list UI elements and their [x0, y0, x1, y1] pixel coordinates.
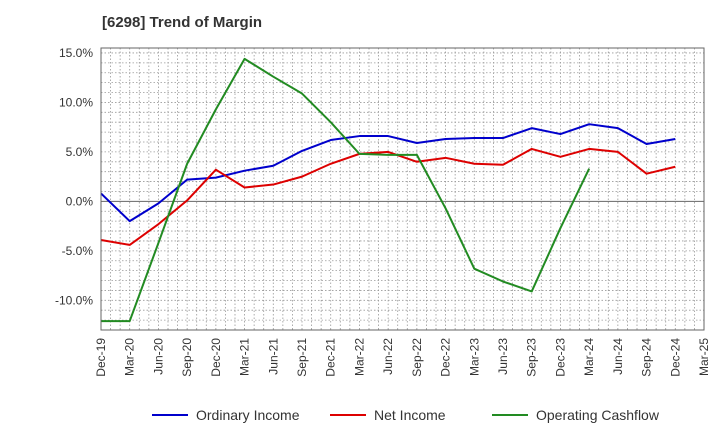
y-tick-label: 15.0%: [59, 46, 93, 60]
legend-label-0: Ordinary Income: [196, 407, 300, 423]
x-tick-label: Jun-24: [611, 338, 625, 375]
x-tick-label: Sep-20: [180, 338, 194, 377]
x-tick-label: Sep-22: [410, 338, 424, 377]
legend: Ordinary Income Net Income Operating Cashf…: [152, 407, 660, 423]
series-lines: [100, 57, 676, 323]
grid: [100, 48, 705, 331]
y-tick-label: -5.0%: [62, 244, 94, 258]
series-line-0: [100, 123, 676, 223]
legend-label-2: Operating Cashflow: [536, 407, 660, 423]
x-tick-label: Jun-20: [151, 338, 165, 375]
x-tick-label: Jun-22: [381, 338, 395, 375]
plot-frame: [100, 47, 705, 331]
plot-border: [100, 47, 705, 331]
x-tick-label: Dec-24: [668, 338, 682, 377]
x-tick-label: Mar-23: [467, 338, 481, 376]
x-axis-ticks: Dec-19 Mar-20 Jun-20 Sep-20 Dec-20 Mar-21 Jun-…: [94, 338, 711, 377]
x-tick-label: Mar-21: [238, 338, 252, 376]
legend-label-1: Net Income: [374, 407, 446, 423]
x-tick-label: Mar-22: [352, 338, 366, 376]
chart-title: [6298] Trend of Margin: [102, 14, 263, 31]
x-tick-label: Mar-20: [123, 338, 137, 376]
x-tick-label: Dec-20: [209, 338, 223, 377]
series-line-1: [100, 147, 676, 246]
x-tick-label: Dec-22: [439, 338, 453, 377]
x-tick-label: Jun-23: [496, 338, 510, 375]
y-tick-label: 10.0%: [59, 95, 93, 109]
x-tick-label: Sep-24: [640, 338, 654, 377]
x-tick-label: Jun-21: [266, 338, 280, 375]
y-tick-label: -10.0%: [55, 293, 93, 307]
x-tick-label: Mar-24: [582, 338, 596, 376]
x-tick-label: Mar-25: [697, 338, 711, 376]
x-tick-label: Dec-21: [324, 338, 338, 377]
x-tick-label: Sep-23: [525, 338, 539, 377]
y-tick-label: 0.0%: [66, 194, 94, 208]
x-tick-label: Sep-21: [295, 338, 309, 377]
x-tick-label: Dec-19: [94, 338, 108, 377]
series-line-2: [101, 57, 591, 323]
x-tick-label: Dec-23: [553, 338, 567, 377]
y-tick-label: 5.0%: [66, 145, 94, 159]
y-axis-ticks: 15.0% 10.0% 5.0% 0.0% -5.0% -10.0%: [55, 46, 93, 307]
